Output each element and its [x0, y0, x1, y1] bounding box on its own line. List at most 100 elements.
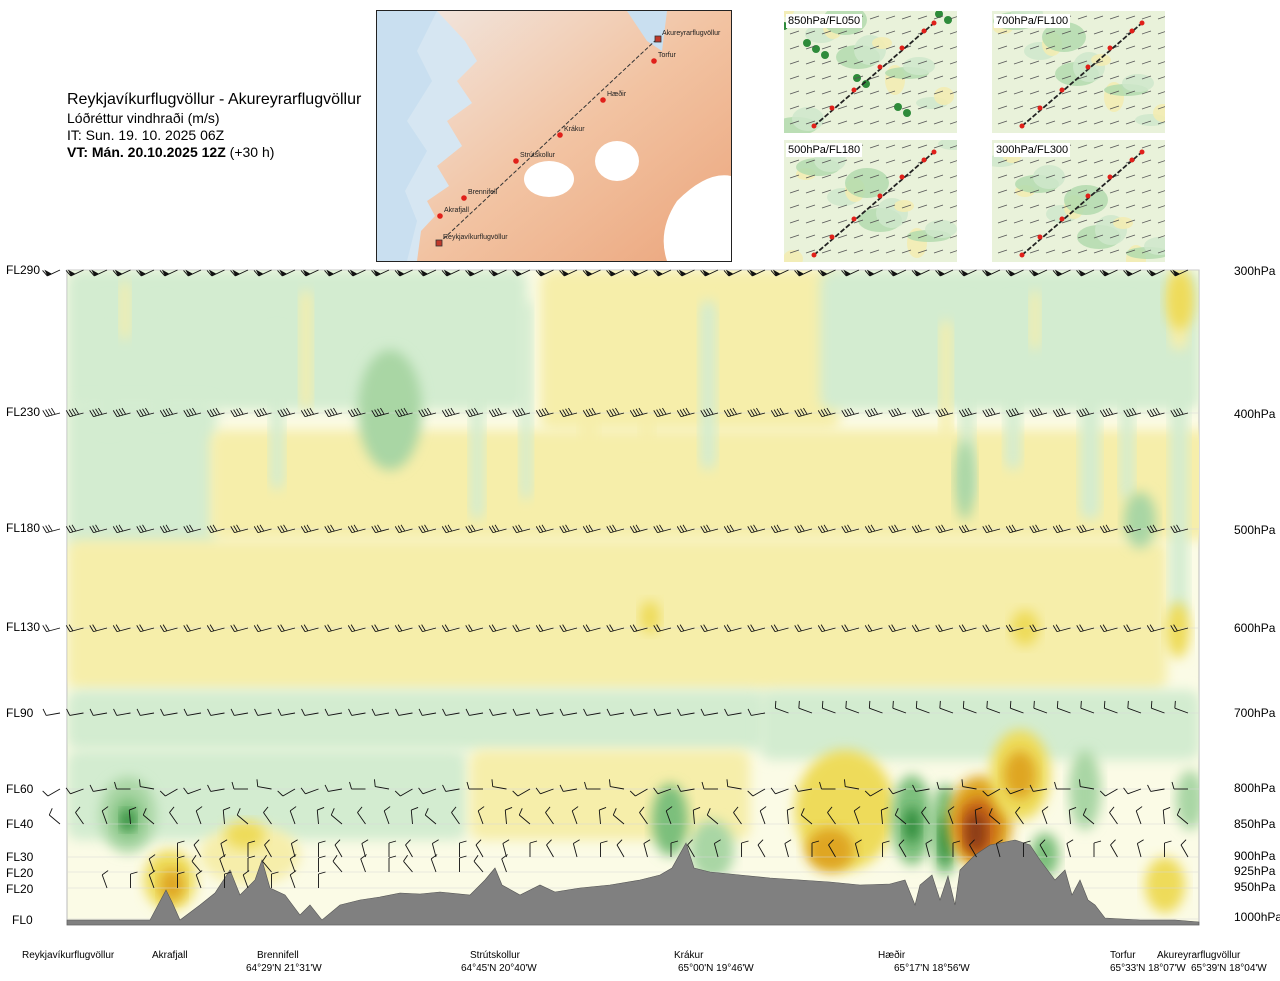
wind-barb: [128, 807, 137, 825]
wind-barb: [958, 407, 977, 418]
mini-wind-barb: [885, 120, 896, 125]
mini-field-blob: [935, 11, 943, 18]
mini-wind-barb: [1109, 105, 1120, 110]
mini-wind-barb: [917, 15, 928, 20]
location-name: Akureyrarflugvöllur: [1157, 950, 1241, 961]
wind-barb: [935, 524, 954, 534]
wind-barb: [473, 854, 484, 873]
wind-barb: [1099, 788, 1118, 797]
mini-wind-barb: [1029, 60, 1040, 65]
mini-wind-barb: [837, 189, 848, 194]
wind-barb: [206, 524, 225, 534]
mini-wind-barb: [1045, 45, 1056, 50]
mini-wind-barb: [885, 159, 896, 164]
wind-barb: [360, 854, 367, 873]
mini-wind-barb: [789, 45, 800, 50]
sink-streak: [150, 300, 170, 420]
wind-barb: [183, 407, 202, 418]
wind-barb: [318, 855, 326, 872]
wind-barb: [1039, 839, 1048, 858]
mini-wind-barb: [869, 159, 880, 164]
wind-barb: [477, 806, 485, 825]
wind-barb: [465, 708, 484, 716]
mini-wind-barb: [997, 189, 1008, 194]
mini-wind-barb: [837, 204, 848, 209]
wind-barb: [723, 269, 742, 277]
wind-barb: [394, 788, 413, 797]
mini-wind-barb: [917, 219, 928, 224]
wind-barb: [582, 524, 601, 534]
mini-wind-barb: [1093, 30, 1104, 35]
wind-barb: [42, 269, 61, 277]
wind-barb: [230, 407, 249, 418]
mini-wind-barb: [1141, 144, 1152, 149]
mini-wind-barb: [837, 75, 848, 80]
mini-wind-barb: [1029, 219, 1040, 224]
wind-barb: [535, 269, 554, 277]
mini-waypoint: [877, 64, 883, 70]
wind-barb: [1005, 787, 1024, 795]
mini-wind-barb: [789, 30, 800, 35]
mini-waypoint: [829, 234, 835, 240]
rise-cell: [1166, 602, 1190, 658]
wind-barb: [582, 407, 601, 418]
mini-wind-barb: [933, 120, 944, 125]
mini-wind-barb: [1157, 220, 1165, 224]
mini-wind-barb: [805, 90, 816, 95]
mini-wind-barb: [837, 159, 848, 164]
mini-wind-barb: [901, 219, 912, 224]
wind-barb: [794, 624, 813, 633]
right-level-label: 950hPa: [1234, 880, 1276, 894]
mini-wind-barb: [869, 204, 880, 209]
wind-barb: [130, 871, 138, 888]
location-name: Brennifell: [257, 950, 299, 961]
mini-wind-barb: [1013, 120, 1024, 125]
wind-barb: [676, 407, 695, 418]
wind-barb: [347, 269, 366, 277]
sink-region: [67, 690, 767, 750]
wind-barb: [159, 407, 178, 418]
mini-wind-barb: [853, 75, 864, 80]
mini-wind-barb: [1093, 75, 1104, 80]
wind-barb: [230, 524, 249, 534]
wind-barb: [247, 855, 256, 872]
wind-barb: [459, 840, 467, 857]
mini-wind-barb: [949, 61, 957, 65]
wind-barb: [1170, 269, 1189, 277]
terrain-profile-shape: [66, 839, 1200, 926]
wind-barb: [442, 708, 460, 716]
wind-barb: [982, 524, 1001, 534]
wind-barb: [277, 788, 296, 797]
wind-barb: [271, 871, 279, 888]
mini-wind-barb: [1157, 190, 1165, 194]
wind-barb: [559, 624, 578, 633]
wind-barb: [986, 700, 1001, 714]
mini-wind-barb: [933, 105, 944, 110]
wind-barb: [465, 269, 484, 277]
mini-field-blob: [812, 45, 820, 53]
wind-barb: [583, 708, 601, 716]
mini-field-blob: [803, 39, 811, 47]
wind-barb: [1056, 700, 1071, 714]
mini-wind-barb: [997, 75, 1008, 80]
mini-route-line: [813, 22, 935, 127]
wind-barb: [629, 788, 648, 797]
mini-field-blob: [821, 51, 829, 59]
wind-barb: [609, 779, 625, 790]
mini-wind-barb: [1077, 159, 1088, 164]
wind-barb: [159, 269, 178, 277]
mini-wind-barb: [933, 189, 944, 194]
wind-barb: [817, 407, 836, 418]
mini-wind-barb: [901, 15, 912, 20]
mini-wind-barb: [1045, 219, 1056, 224]
wind-barb: [811, 840, 820, 857]
mini-wind-barb: [1109, 75, 1120, 80]
wind-barb: [1076, 407, 1095, 418]
wind-barb: [1052, 624, 1071, 633]
wind-barb: [101, 870, 109, 889]
wind-barb: [700, 407, 719, 418]
glacier-hofsjokull: [595, 141, 639, 181]
mini-wind-barb: [853, 189, 864, 194]
wind-barb: [629, 624, 648, 633]
mini-wind-barb: [1141, 45, 1152, 50]
